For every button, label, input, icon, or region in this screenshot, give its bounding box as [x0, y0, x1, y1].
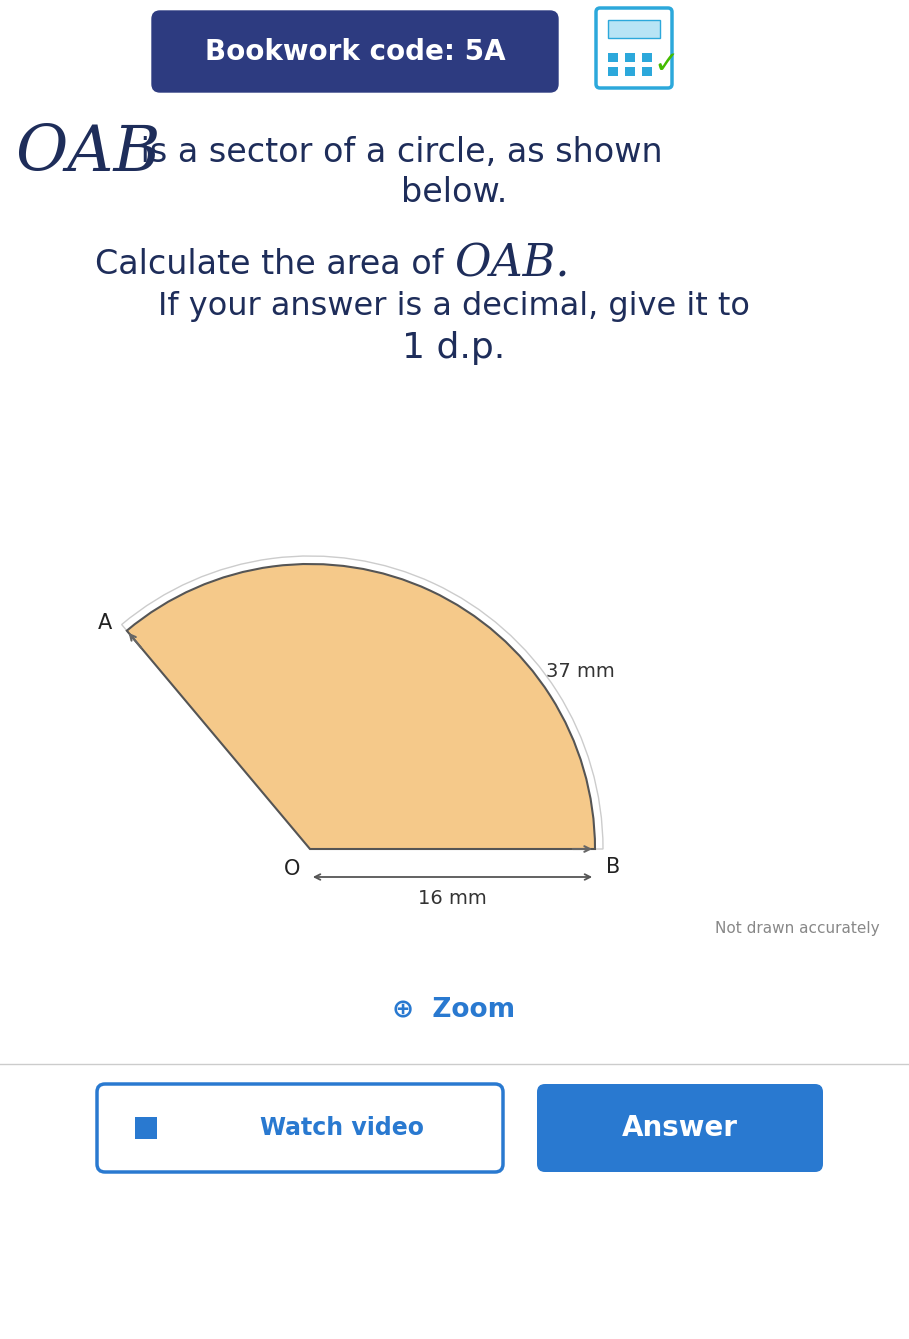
FancyBboxPatch shape — [625, 67, 635, 76]
FancyBboxPatch shape — [625, 54, 635, 62]
Text: 37 mm: 37 mm — [546, 661, 614, 680]
FancyBboxPatch shape — [596, 8, 672, 88]
Text: O: O — [284, 860, 300, 878]
Text: 16 mm: 16 mm — [418, 889, 487, 908]
Text: OAB: OAB — [15, 123, 161, 185]
FancyBboxPatch shape — [608, 20, 660, 37]
Text: ✓: ✓ — [654, 50, 679, 79]
FancyBboxPatch shape — [135, 1117, 157, 1139]
Text: is a sector of a circle, as shown: is a sector of a circle, as shown — [130, 135, 663, 169]
Text: B: B — [606, 857, 620, 877]
FancyBboxPatch shape — [608, 54, 618, 62]
Text: OAB.: OAB. — [454, 242, 570, 285]
Wedge shape — [127, 564, 595, 849]
Text: If your answer is a decimal, give it to: If your answer is a decimal, give it to — [158, 291, 750, 321]
Text: 1 d.p.: 1 d.p. — [403, 331, 505, 366]
FancyBboxPatch shape — [537, 1085, 823, 1172]
Text: ⊕  Zoom: ⊕ Zoom — [393, 996, 515, 1022]
Text: Not drawn accurately: Not drawn accurately — [715, 921, 880, 936]
Text: below.: below. — [401, 175, 507, 209]
Wedge shape — [122, 556, 603, 849]
FancyBboxPatch shape — [642, 54, 652, 62]
FancyBboxPatch shape — [97, 1085, 503, 1172]
Text: Answer: Answer — [622, 1114, 738, 1142]
Text: Bookwork code: 5A: Bookwork code: 5A — [205, 37, 505, 66]
Text: Watch video: Watch video — [260, 1115, 424, 1139]
FancyBboxPatch shape — [642, 67, 652, 76]
FancyBboxPatch shape — [152, 11, 558, 92]
FancyBboxPatch shape — [608, 67, 618, 76]
Text: Calculate the area of: Calculate the area of — [95, 248, 454, 280]
Text: A: A — [97, 613, 112, 632]
